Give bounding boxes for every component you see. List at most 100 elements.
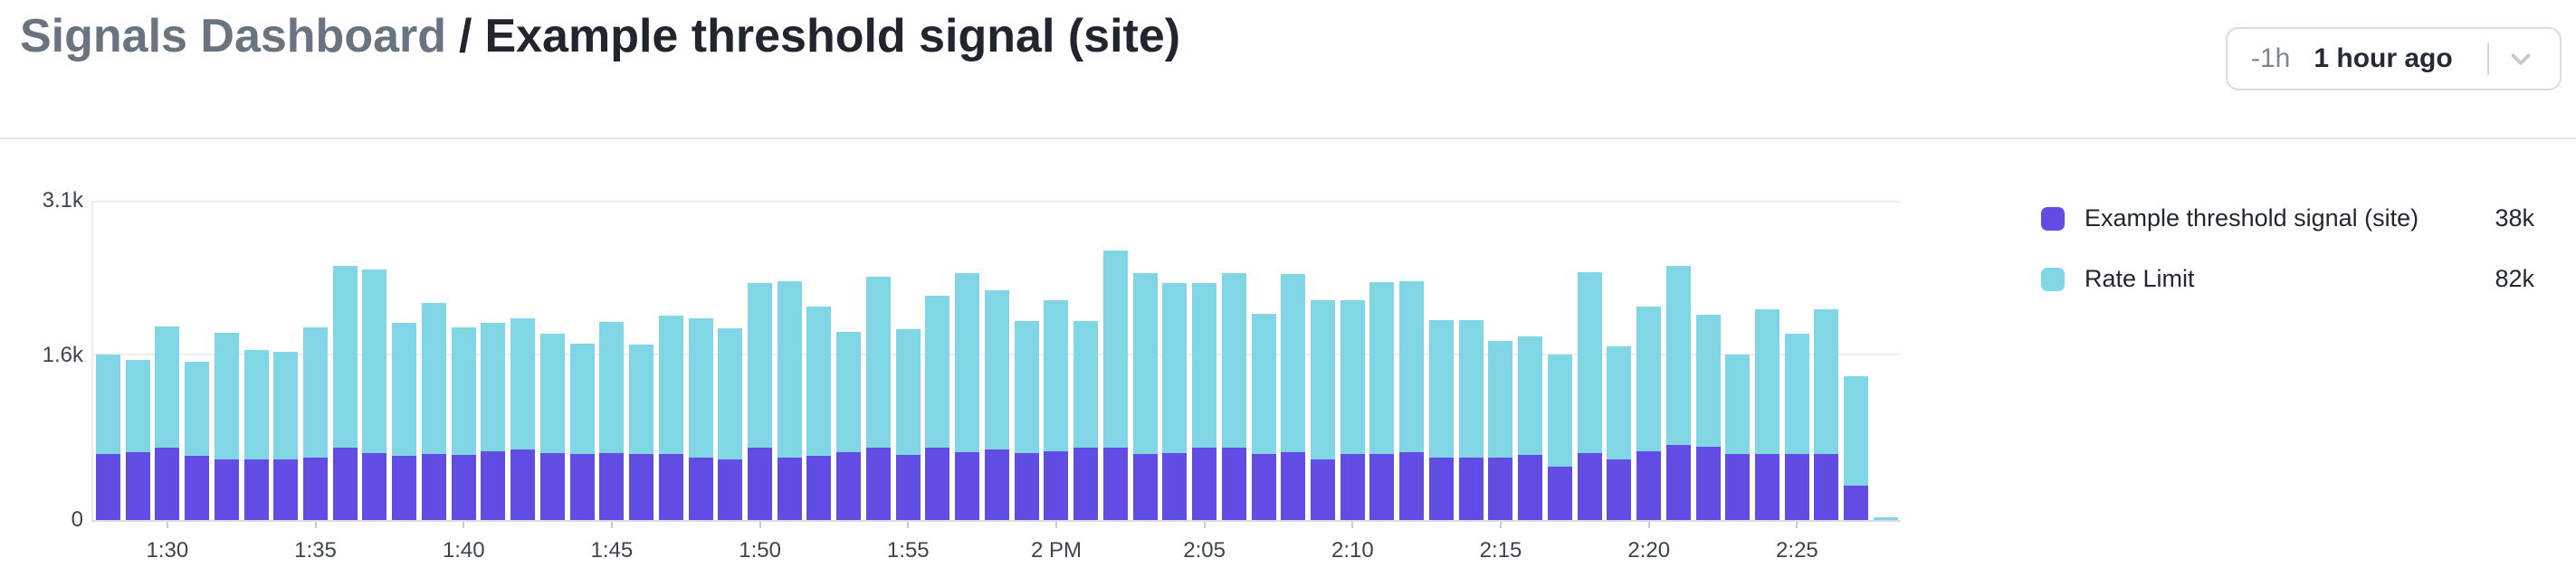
bar-group[interactable] [686,201,716,520]
bar-group[interactable] [123,201,153,520]
bar-group[interactable] [182,201,212,520]
bar-group[interactable] [1456,201,1486,520]
bar-segment-threshold-signal [273,459,299,520]
bar-segment-threshold-signal [1014,452,1039,520]
bar-group[interactable] [360,201,390,520]
x-tick-mark [1796,520,1798,528]
bar-group[interactable] [1812,201,1842,520]
bar-group[interactable] [1219,201,1249,520]
bar-group[interactable] [1042,201,1072,520]
bar-group[interactable] [1782,201,1812,520]
bar-segment-threshold-signal [1369,453,1395,520]
bar-group[interactable] [271,201,301,520]
bar-group[interactable] [982,201,1012,520]
y-tick-label: 1.6k [42,342,83,367]
bar-group[interactable] [1426,201,1456,520]
stacked-bar [1251,201,1276,520]
bar-group[interactable] [893,201,923,520]
stacked-bar [1399,201,1425,520]
bar-group[interactable] [1486,201,1516,520]
bar-group[interactable] [449,201,479,520]
bar-group[interactable] [863,201,893,520]
bar-group[interactable] [242,201,272,520]
bar-segment-threshold-signal [95,454,120,520]
bar-segment-threshold-signal [332,448,358,520]
bar-group[interactable] [1278,201,1308,520]
bar-segment-rate-limit [1784,334,1809,455]
bar-segment-rate-limit [925,295,950,449]
bar-group[interactable] [715,201,745,520]
bar-group[interactable] [1131,201,1160,520]
bar-group[interactable] [568,201,597,520]
bar-group[interactable] [952,201,982,520]
time-range-button[interactable]: -1h 1 hour ago [2226,27,2562,90]
legend-item-rate-limit[interactable]: Rate Limit 82k [2041,265,2534,293]
bar-group[interactable] [1012,201,1042,520]
bar-group[interactable] [212,201,242,520]
legend-label-threshold-signal: Example threshold signal (site) [2085,204,2419,232]
bar-group[interactable] [1693,201,1723,520]
bar-group[interactable] [1159,201,1189,520]
bar-group[interactable] [419,201,449,520]
bar-group[interactable] [626,201,656,520]
bar-segment-rate-limit [1310,299,1335,459]
bar-segment-threshold-signal [688,458,713,520]
bar-group[interactable] [656,201,686,520]
bar-group[interactable] [152,201,182,520]
bar-segment-threshold-signal [1428,458,1454,520]
bar-segment-threshold-signal [1281,451,1306,520]
bar-group[interactable] [330,201,360,520]
bar-segment-threshold-signal [303,458,328,520]
bar-group[interactable] [1249,201,1279,520]
x-tick-mark [463,520,465,528]
bar-group[interactable] [1575,201,1605,520]
bar-group[interactable] [1604,201,1634,520]
bar-segment-rate-limit [1132,272,1158,455]
bar-segment-threshold-signal [1044,450,1069,520]
bar-group[interactable] [775,201,805,520]
bar-segment-rate-limit [629,345,654,455]
bar-group[interactable] [1338,201,1368,520]
bar-group[interactable] [1189,201,1219,520]
bar-group[interactable] [1397,201,1426,520]
bar-group[interactable] [923,201,953,520]
bar-group[interactable] [1071,201,1101,520]
bar-group[interactable] [479,201,509,520]
bar-segment-rate-limit [1577,271,1602,453]
header-divider [0,137,2576,139]
bar-group[interactable] [1841,201,1871,520]
breadcrumb-section[interactable]: Signals Dashboard [20,10,446,62]
bar-segment-rate-limit [569,343,595,455]
bar-group[interactable] [538,201,568,520]
bars-container [93,201,1901,520]
bar-group[interactable] [1101,201,1131,520]
bar-segment-threshold-signal [1784,454,1809,520]
stacked-bar [569,201,595,520]
bar-group[interactable] [1752,201,1782,520]
bar-group[interactable] [1871,201,1901,520]
bar-group[interactable] [508,201,538,520]
bar-group[interactable] [834,201,863,520]
bar-group[interactable] [301,201,330,520]
bar-group[interactable] [1545,201,1575,520]
bar-segment-rate-limit [1458,319,1484,458]
bar-group[interactable] [1368,201,1398,520]
bar-group[interactable] [1722,201,1752,520]
bar-segment-rate-limit [421,303,446,455]
bar-group[interactable] [389,201,419,520]
x-tick-mark [166,520,168,528]
bar-group[interactable] [1634,201,1664,520]
legend-item-threshold-signal[interactable]: Example threshold signal (site) 38k [2041,204,2534,232]
bar-group[interactable] [93,201,123,520]
bar-segment-rate-limit [273,351,299,460]
x-tick-mark [610,520,613,528]
bar-group[interactable] [1664,201,1693,520]
bar-group[interactable] [745,201,775,520]
bar-group[interactable] [805,201,835,520]
bar-segment-rate-limit [1695,315,1721,448]
bar-segment-threshold-signal [777,458,802,520]
bar-group[interactable] [1308,201,1338,520]
bar-group[interactable] [596,201,626,520]
bar-group[interactable] [1515,201,1545,520]
bar-segment-threshold-signal [1458,457,1484,520]
